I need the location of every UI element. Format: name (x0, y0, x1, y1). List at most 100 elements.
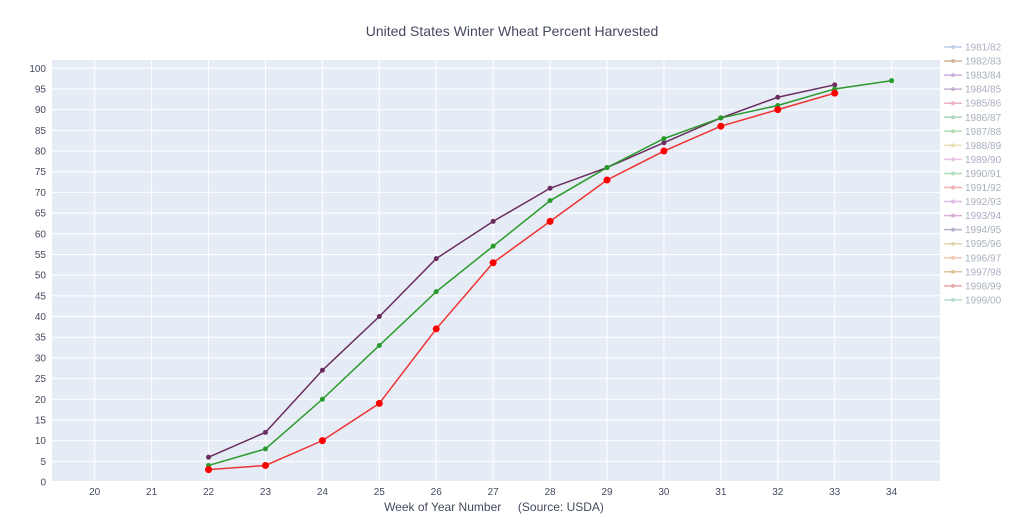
legend-label: 1983/84 (965, 71, 1002, 82)
data-point (489, 259, 497, 267)
x-tick-label: 25 (374, 487, 386, 498)
legend-item-1999-00[interactable]: 1999/00 (944, 295, 1002, 306)
y-tick-label: 95 (35, 84, 47, 95)
x-tick-label: 24 (317, 487, 329, 498)
legend-label: 1998/99 (965, 281, 1002, 292)
x-tick-label: 28 (545, 487, 557, 498)
data-point (433, 256, 439, 262)
data-point (774, 106, 782, 114)
y-tick-label: 90 (35, 105, 47, 116)
legend-label: 1992/93 (965, 197, 1002, 208)
legend-label: 1987/88 (965, 127, 1002, 138)
data-point (546, 217, 554, 225)
legend-item-1989-90[interactable]: 1989/90 (944, 155, 1002, 166)
series-20 (206, 82, 838, 460)
legend-label: 1993/94 (965, 211, 1002, 222)
x-tick-label: 20 (89, 487, 101, 498)
data-point (718, 115, 724, 121)
legend-item-1984-85[interactable]: 1984/85 (944, 85, 1002, 96)
x-tick-label: 23 (260, 487, 272, 498)
legend-label: 1995/96 (965, 239, 1002, 250)
series-line (208, 84, 835, 458)
legend-marker-swatch (951, 87, 955, 92)
legend-item-1985-86[interactable]: 1985/86 (944, 99, 1002, 110)
x-tick-label: 26 (431, 487, 443, 498)
y-tick-label: 45 (35, 291, 47, 302)
y-tick-label: 80 (35, 147, 47, 158)
data-point (376, 342, 382, 348)
legend-marker-swatch (951, 157, 955, 162)
x-tick-label: 21 (146, 487, 158, 498)
legend-label: 1990/91 (965, 169, 1002, 180)
grid (52, 60, 940, 483)
series-22 (205, 89, 839, 474)
legend-marker-swatch (951, 227, 955, 232)
legend-marker-swatch (951, 199, 955, 204)
data-point (547, 185, 553, 191)
legend-item-1982-83[interactable]: 1982/83 (944, 57, 1002, 68)
data-point (661, 140, 667, 146)
legend-marker-swatch (951, 45, 955, 49)
legend-marker-swatch (951, 171, 955, 176)
legend-label: 1996/97 (965, 253, 1002, 264)
y-tick-label: 40 (35, 312, 47, 323)
legend-item-1996-97[interactable]: 1996/97 (944, 253, 1002, 264)
y-tick-label: 10 (35, 436, 47, 447)
y-tick-label: 70 (35, 188, 47, 199)
legend-item-1995-96[interactable]: 1995/96 (944, 239, 1002, 250)
x-tick-label: 33 (829, 487, 841, 498)
x-tick-label: 31 (715, 487, 727, 498)
legend-marker-swatch (951, 185, 955, 190)
legend-marker-swatch (951, 115, 955, 120)
data-point (205, 466, 213, 474)
data-point (318, 437, 326, 445)
legend-item-1998-99[interactable]: 1998/99 (944, 281, 1002, 292)
data-point (490, 243, 496, 249)
legend-label: 1994/95 (965, 225, 1002, 236)
data-point (262, 429, 268, 435)
legend-label: 1988/89 (965, 141, 1002, 152)
legend-item-1992-93[interactable]: 1992/93 (944, 197, 1002, 208)
series-21 (206, 78, 895, 468)
legend-marker-swatch (951, 269, 955, 274)
legend-item-1991-92[interactable]: 1991/92 (944, 183, 1002, 194)
legend-marker-swatch (951, 143, 955, 148)
legend-label: 1985/86 (965, 99, 1002, 110)
data-point (889, 78, 895, 84)
legend-item-1993-94[interactable]: 1993/94 (944, 211, 1002, 222)
x-tick-label: 30 (658, 487, 670, 498)
y-tick-label: 0 (40, 478, 46, 489)
data-point (831, 89, 839, 97)
legend-item-1990-91[interactable]: 1990/91 (944, 169, 1002, 180)
y-tick-label: 65 (35, 209, 47, 220)
series-line (208, 92, 835, 471)
legend-item-1986-87[interactable]: 1986/87 (944, 113, 1002, 124)
legend-marker-swatch (951, 241, 955, 246)
legend-item-1988-89[interactable]: 1988/89 (944, 141, 1002, 152)
y-tick-label: 75 (35, 167, 47, 178)
x-tick-label: 32 (772, 487, 784, 498)
legend-label: 1999/00 (965, 295, 1002, 306)
legend-marker-swatch (951, 73, 955, 78)
data-point (604, 165, 610, 171)
series-group (205, 78, 895, 474)
chart-title: United States Winter Wheat Percent Harve… (366, 23, 659, 39)
data-point (717, 122, 725, 130)
legend-marker-swatch (951, 59, 955, 64)
data-point (376, 314, 382, 320)
x-axis-label: Week of Year Number (Source: USDA) (384, 500, 604, 514)
data-point (661, 136, 667, 142)
legend-label: 1991/92 (965, 183, 1002, 194)
y-tick-label: 50 (35, 271, 47, 282)
data-point (261, 461, 269, 469)
data-point (603, 176, 611, 184)
x-tick-label: 27 (488, 487, 500, 498)
legend-item-1981-82[interactable]: 1981/82 (944, 43, 1002, 54)
legend[interactable]: 1981/82 1982/83 1983/84 1984/85 1985/86 1986/… (944, 43, 1002, 307)
legend-item-1997-98[interactable]: 1997/98 (944, 267, 1002, 278)
y-tick-label: 100 (29, 64, 46, 75)
legend-label: 1982/83 (965, 57, 1002, 68)
legend-item-1983-84[interactable]: 1983/84 (944, 71, 1002, 82)
legend-item-1994-95[interactable]: 1994/95 (944, 225, 1002, 236)
legend-item-1987-88[interactable]: 1987/88 (944, 127, 1002, 138)
